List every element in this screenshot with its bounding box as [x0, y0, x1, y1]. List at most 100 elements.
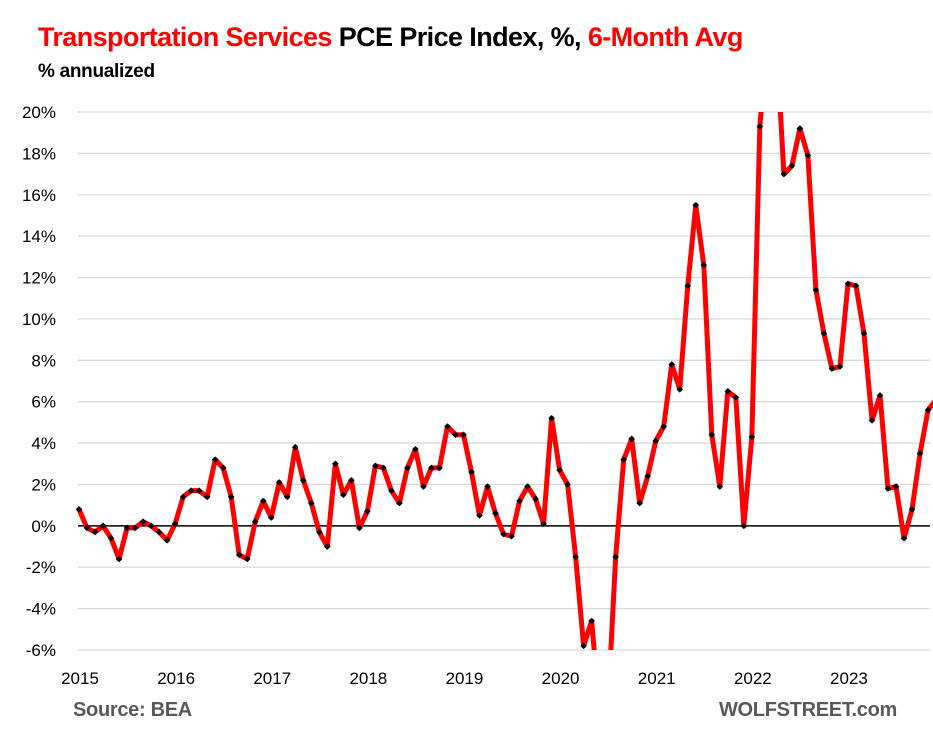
- data-point: [540, 520, 547, 528]
- data-point: [924, 406, 932, 414]
- data-point: [299, 477, 307, 484]
- data-point: [227, 493, 235, 501]
- data-point: [636, 499, 643, 507]
- data-point: [155, 528, 163, 536]
- data-point: [404, 464, 411, 472]
- data-point: [900, 534, 908, 542]
- data-point: [332, 460, 339, 468]
- data-point: [291, 443, 299, 451]
- data-point: [588, 617, 595, 625]
- data-point: [780, 170, 788, 178]
- y-tick-label: 10%: [22, 310, 56, 329]
- data-point: [251, 518, 259, 526]
- source-label: Source: BEA: [73, 699, 192, 721]
- data-point: [644, 472, 652, 480]
- data-point: [372, 462, 379, 470]
- data-point: [123, 524, 131, 532]
- data-point: [476, 512, 483, 519]
- data-point: [508, 532, 515, 540]
- data-point: [412, 445, 419, 453]
- data-point: [724, 388, 732, 395]
- data-point: [556, 466, 563, 474]
- y-tick-label: 12%: [22, 269, 56, 288]
- data-point: [844, 280, 852, 288]
- data-point: [572, 553, 579, 561]
- data-point: [765, 26, 772, 33]
- data-point: [356, 524, 363, 532]
- data-point: [628, 435, 635, 443]
- data-point: [580, 642, 587, 650]
- data-point: [708, 431, 716, 439]
- data-point: [532, 495, 539, 503]
- data-point: [500, 530, 507, 538]
- data-point: [788, 162, 796, 170]
- data-point: [444, 423, 451, 430]
- data-point: [804, 152, 812, 159]
- data-point: [812, 286, 820, 294]
- data-point: [396, 499, 403, 507]
- data-point: [283, 493, 291, 501]
- y-tick-label: 0%: [31, 517, 56, 536]
- data-point: [203, 493, 211, 501]
- x-axis-ticks: 2015 2016 2017 2018 2019 2020 2021 2022 2023: [61, 669, 868, 688]
- x-tick-label: 2015: [61, 669, 99, 688]
- data-point: [828, 365, 836, 372]
- data-point: [484, 483, 491, 490]
- data-point: [428, 464, 435, 472]
- data-point: [91, 528, 99, 536]
- data-point: [147, 522, 155, 530]
- x-tick-label: 2022: [734, 669, 772, 688]
- data-point: [524, 483, 531, 490]
- data-point: [820, 330, 828, 337]
- x-tick-label: 2019: [446, 669, 484, 688]
- data-point: [388, 487, 395, 494]
- y-tick-label: 18%: [22, 144, 56, 163]
- chart-title: Transportation Services PCE Price Index,…: [38, 22, 743, 53]
- data-point: [139, 518, 147, 526]
- data-point: [340, 491, 347, 499]
- data-point: [267, 514, 275, 521]
- data-point: [235, 551, 243, 559]
- data-point: [211, 456, 219, 463]
- data-point: [179, 493, 187, 501]
- data-point: [732, 394, 740, 401]
- data-point: [660, 423, 668, 430]
- data-point: [796, 125, 804, 132]
- gridlines: [78, 111, 930, 651]
- data-point: [187, 487, 195, 494]
- data-point: [676, 385, 684, 393]
- data-point: [275, 479, 283, 486]
- data-point: [436, 464, 443, 472]
- y-tick-label: -2%: [26, 558, 56, 577]
- data-point: [684, 282, 692, 290]
- y-tick-label: 20%: [22, 103, 56, 122]
- data-point: [756, 123, 764, 130]
- data-markers: [75, 26, 933, 716]
- data-point: [259, 497, 267, 505]
- data-point: [163, 537, 171, 544]
- data-point: [773, 26, 780, 33]
- y-tick-label: -6%: [26, 641, 56, 660]
- data-point: [171, 520, 179, 528]
- data-point: [460, 431, 467, 439]
- data-point: [620, 456, 627, 463]
- data-point: [348, 477, 355, 484]
- data-point: [604, 709, 611, 716]
- data-point: [195, 487, 203, 494]
- data-point: [99, 522, 107, 530]
- data-point: [612, 553, 619, 561]
- y-tick-label: 16%: [22, 186, 56, 205]
- data-point: [740, 522, 748, 530]
- title-part-avg: 6-Month Avg: [587, 22, 743, 52]
- data-point: [243, 555, 251, 563]
- data-point: [516, 497, 523, 505]
- chart-subtitle: % annualized: [38, 61, 155, 82]
- data-point: [692, 201, 700, 209]
- y-tick-label: 8%: [31, 351, 56, 370]
- data-point: [748, 433, 756, 441]
- data-point: [916, 450, 924, 457]
- data-point: [131, 524, 139, 532]
- data-point: [75, 505, 83, 513]
- y-tick-label: 4%: [31, 434, 56, 453]
- data-point: [868, 417, 876, 424]
